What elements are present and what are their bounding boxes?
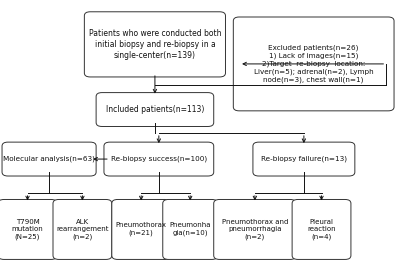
FancyBboxPatch shape [253, 142, 355, 176]
FancyBboxPatch shape [163, 200, 218, 259]
Text: T790M
mutation
(N=25): T790M mutation (N=25) [12, 219, 43, 240]
Text: Included patients(n=113): Included patients(n=113) [106, 105, 204, 114]
FancyBboxPatch shape [96, 93, 214, 127]
Text: ALK
rearrangement
(n=2): ALK rearrangement (n=2) [56, 219, 109, 240]
Text: Pneumonha
gia(n=10): Pneumonha gia(n=10) [170, 222, 211, 236]
Text: Molecular analysis(n=63): Molecular analysis(n=63) [3, 156, 95, 162]
FancyBboxPatch shape [112, 200, 170, 259]
FancyBboxPatch shape [233, 17, 394, 111]
FancyBboxPatch shape [0, 200, 57, 259]
FancyBboxPatch shape [84, 12, 226, 77]
Text: Patients who were conducted both
initial biopsy and re-biopsy in a
single-center: Patients who were conducted both initial… [89, 29, 221, 60]
Text: Pleural
reaction
(n=4): Pleural reaction (n=4) [307, 219, 336, 240]
Text: Re-biopsy failure(n=13): Re-biopsy failure(n=13) [261, 156, 347, 162]
FancyBboxPatch shape [292, 200, 351, 259]
FancyBboxPatch shape [2, 142, 96, 176]
FancyBboxPatch shape [214, 200, 296, 259]
Text: Re-biopsy success(n=100): Re-biopsy success(n=100) [111, 156, 207, 162]
FancyBboxPatch shape [104, 142, 214, 176]
Text: Excluded patients(n=26)
1) Lack of images(n=15)
2)Target  re-biopsy  location:
L: Excluded patients(n=26) 1) Lack of image… [254, 45, 374, 83]
Text: Pneumothorax
(n=21): Pneumothorax (n=21) [116, 222, 167, 236]
Text: Pneumothorax and
pneumorrhagia
(n=2): Pneumothorax and pneumorrhagia (n=2) [222, 219, 288, 240]
FancyBboxPatch shape [53, 200, 112, 259]
